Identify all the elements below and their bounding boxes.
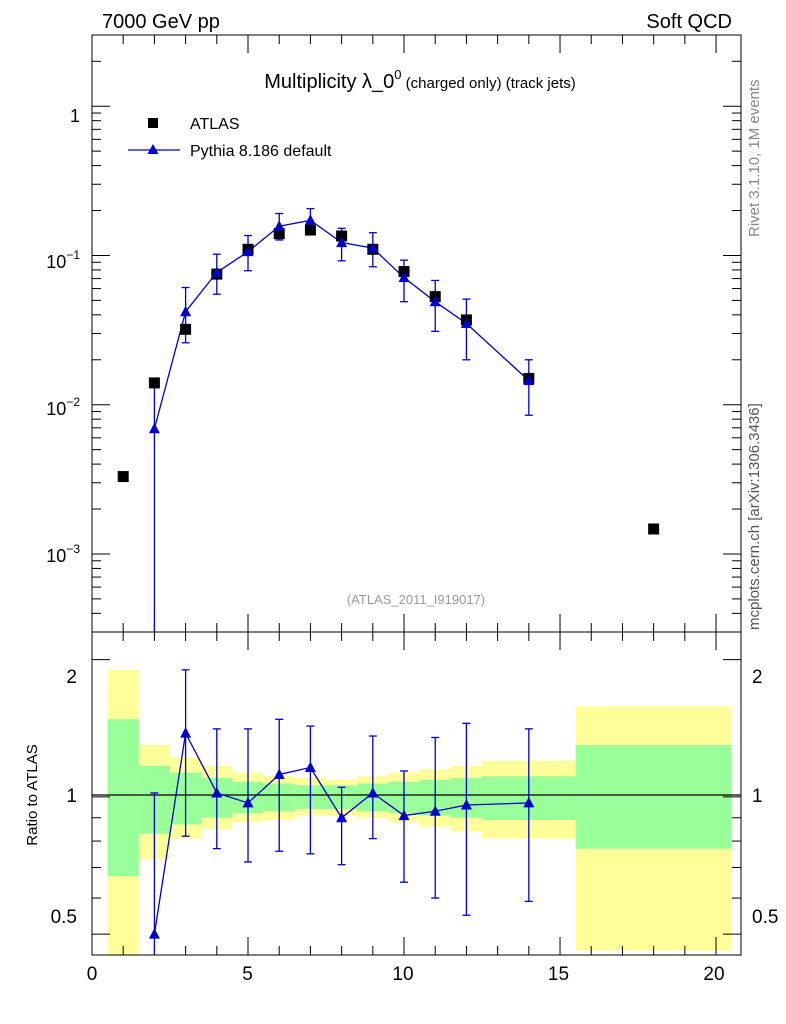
ratio-data-point	[242, 796, 254, 808]
ratio-bands-layer	[107, 669, 732, 955]
ratio-data-point	[211, 786, 223, 798]
pythia-data-point	[367, 242, 379, 253]
ratio-band-green	[575, 744, 732, 849]
pythia-data-point	[211, 266, 223, 277]
ratio-data-point	[180, 727, 192, 738]
x-tick-label-10: 10	[392, 964, 413, 985]
ratio-data-point	[336, 811, 348, 823]
x-tick-label-15: 15	[548, 964, 569, 985]
atlas-data-point	[648, 523, 660, 535]
header-energy-label: 7000 GeV pp	[102, 11, 220, 33]
pythia-data-point	[304, 214, 316, 225]
chart-title-superscript: 0	[394, 67, 401, 82]
ratio-data-point	[429, 805, 441, 816]
atlas-data-point	[304, 224, 316, 236]
atlas-data-point	[117, 471, 129, 483]
ratio-y-tick-label-2-right: 2	[752, 667, 763, 688]
ratio-panel-frame	[91, 631, 742, 956]
legend-atlas-label: ATLAS	[190, 116, 240, 133]
main-data-layer	[117, 207, 660, 632]
atlas-data-point	[273, 228, 285, 240]
pythia-data-point	[180, 305, 192, 317]
pythia-data-point	[336, 236, 348, 248]
ratio-data-point	[148, 928, 160, 939]
ratio-data-point	[304, 761, 316, 773]
ratio-y-tick-label-0.5: 0.5	[51, 907, 77, 928]
x-tick-label-20: 20	[703, 964, 724, 985]
atlas-data-point	[180, 323, 192, 335]
pythia-data-point	[242, 245, 254, 257]
chart-title-suffix: (charged only) (track jets)	[402, 75, 576, 92]
ratio-data-point	[398, 809, 410, 821]
pythia-data-point	[429, 295, 441, 307]
legend-pythia-label: Pythia 8.186 default	[190, 143, 332, 160]
legend-pythia-marker	[147, 144, 159, 154]
pythia-data-point	[148, 422, 160, 434]
legend-atlas-marker	[148, 118, 158, 128]
pythia-data-point	[523, 374, 535, 386]
atlas-data-point	[336, 230, 348, 242]
ratio-data-point	[460, 798, 472, 810]
ratio-band-green	[107, 719, 139, 877]
pythia-data-point	[398, 271, 410, 283]
y-tick-label-0.01: 10−2	[46, 395, 80, 419]
ratio-y-tick-label-2: 2	[66, 667, 77, 688]
atlas-data-point	[148, 377, 160, 389]
legend: ATLAS Pythia 8.186 default	[128, 116, 332, 160]
y-tick-label-1: 1	[70, 106, 80, 126]
ratio-y-tick-label-1-right: 1	[752, 786, 763, 807]
pythia-data-point	[460, 317, 472, 329]
header-category-label: Soft QCD	[646, 11, 732, 33]
ratio-y-axis-label: Ratio to ATLAS	[24, 744, 41, 845]
ratio-data-point	[367, 786, 379, 798]
ratio-y-tick-label-0.5-right: 0.5	[752, 907, 778, 928]
mcplots-info-label: mcplots.cern.ch [arXiv:1306.3436]	[746, 403, 763, 630]
ratio-axis-ticks	[91, 632, 741, 955]
ratio-data-layer	[148, 669, 535, 955]
chart-title-main: Multiplicity λ_0	[264, 71, 394, 93]
ratio-series-line	[153, 731, 529, 935]
ratio-data-point	[523, 796, 535, 808]
x-tick-label-5: 5	[242, 964, 253, 985]
ratio-y-tick-label-1: 1	[66, 786, 77, 807]
rivet-info-label: Rivet 3.1.10, 1M events	[746, 79, 763, 237]
ratio-data-point	[273, 768, 285, 779]
y-tick-label-0.001: 10−3	[46, 542, 80, 566]
x-tick-label-0: 0	[87, 964, 98, 985]
main-axis-ticks	[91, 34, 741, 633]
pythia-data-point	[273, 220, 285, 231]
chart-title: Multiplicity λ_00 (charged only) (track …	[264, 67, 576, 93]
atlas-data-point	[398, 266, 410, 278]
analysis-label: (ATLAS_2011_I919017)	[347, 592, 485, 607]
y-tick-label-0.1: 10−1	[46, 248, 80, 272]
